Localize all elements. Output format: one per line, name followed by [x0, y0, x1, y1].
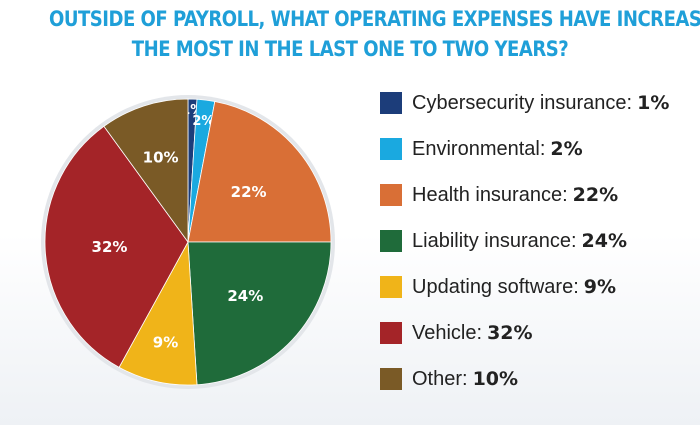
- legend-label: Updating software:: [412, 275, 579, 298]
- legend-item: Environmental: 2%: [380, 134, 669, 164]
- legend-swatch: [380, 92, 402, 114]
- pie-chart: 1%2%22%24%9%32%10%: [41, 95, 335, 389]
- legend-label: Environmental:: [412, 137, 546, 160]
- legend-item: Health insurance: 22%: [380, 180, 669, 210]
- legend-value: 1%: [637, 92, 670, 114]
- chart-title-line-2: THE MOST IN THE LAST ONE TO TWO YEARS?: [131, 37, 569, 61]
- pie-slice-value-label: 2%: [192, 114, 214, 129]
- chart-legend: Cybersecurity insurance: 1% Environmental:…: [380, 88, 669, 410]
- pie-slice-vehicle: [44, 125, 189, 368]
- legend-swatch: [380, 322, 402, 344]
- pie-slice-value-label: 22%: [231, 183, 267, 201]
- legend-label: Health insurance:: [412, 183, 568, 206]
- pie-slice-value-label: 10%: [143, 149, 179, 167]
- legend-value: 22%: [572, 184, 619, 206]
- pie-slice-liability-insurance: [187, 241, 332, 386]
- legend-label: Other:: [412, 367, 468, 390]
- pie-slice-health-insurance: [187, 101, 332, 243]
- pie-slice-value-label: 9%: [153, 334, 178, 352]
- legend-value: 10%: [472, 368, 519, 390]
- pie-slice-value-label: 24%: [227, 287, 263, 305]
- legend-swatch: [380, 138, 402, 160]
- chart-title-line-1: OUTSIDE OF PAYROLL, WHAT OPERATING EXPEN…: [49, 7, 700, 31]
- pie-slice-value-label: 32%: [92, 238, 128, 256]
- legend-value: 24%: [581, 230, 628, 252]
- legend-value: 2%: [550, 138, 583, 160]
- legend-item: Liability insurance: 24%: [380, 226, 669, 256]
- pie-slice-updating-software: [118, 240, 198, 386]
- legend-label: Vehicle:: [412, 321, 483, 344]
- legend-value: 32%: [487, 322, 533, 344]
- legend-swatch: [380, 368, 402, 390]
- legend-item: Vehicle: 32%: [380, 318, 669, 348]
- legend-swatch: [380, 230, 402, 252]
- legend-item: Updating software: 9%: [380, 272, 669, 302]
- legend-label: Cybersecurity insurance:: [412, 91, 633, 114]
- legend-swatch: [380, 184, 402, 206]
- legend-swatch: [380, 276, 402, 298]
- chart-title: OUTSIDE OF PAYROLL, WHAT OPERATING EXPEN…: [49, 4, 700, 64]
- pie-slice-other: [103, 98, 189, 244]
- legend-value: 9%: [583, 276, 617, 298]
- legend-item: Cybersecurity insurance: 1%: [380, 88, 669, 118]
- legend-item: Other: 10%: [380, 364, 669, 394]
- legend-label: Liability insurance:: [412, 229, 577, 252]
